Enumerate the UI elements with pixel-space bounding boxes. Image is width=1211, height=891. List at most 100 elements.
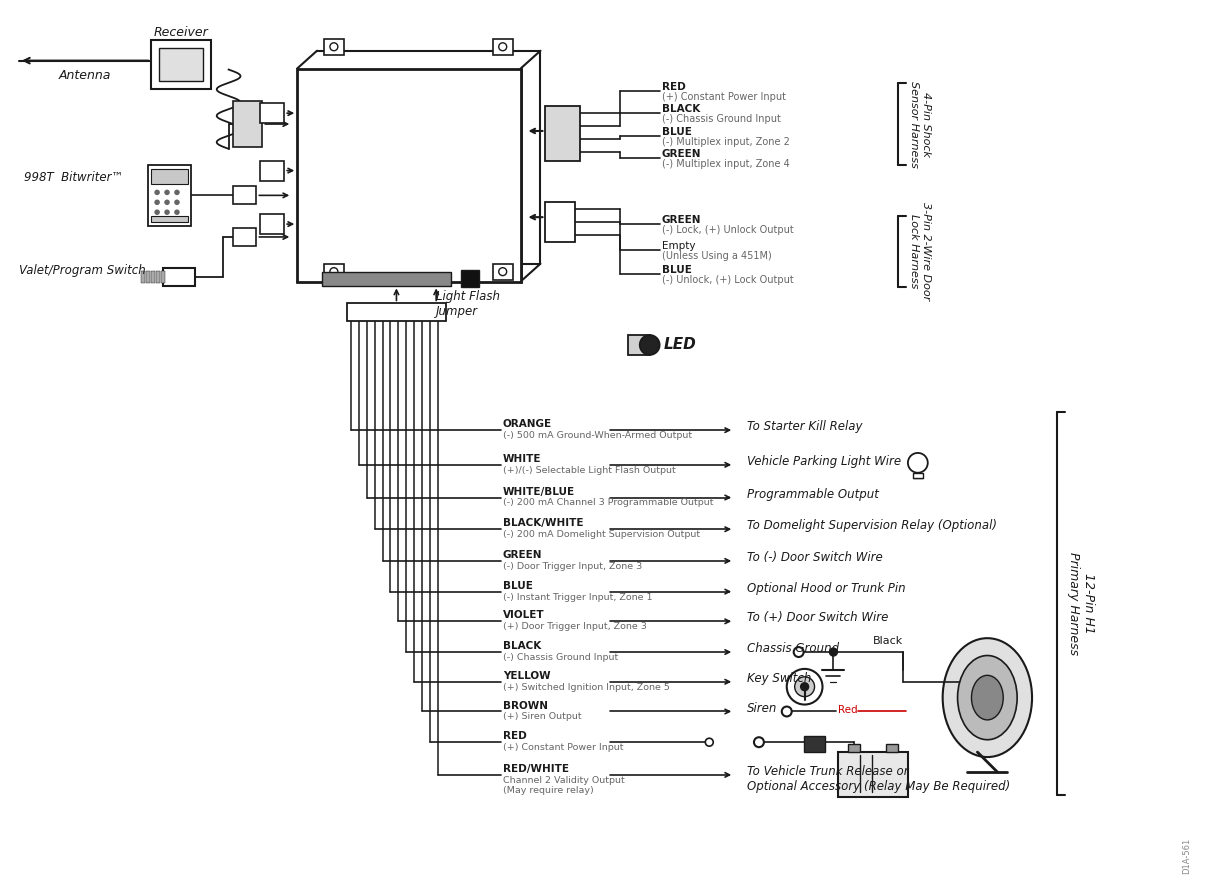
Bar [545,202,575,242]
Circle shape [782,707,792,716]
Bar [151,168,188,184]
Text: Chassis Ground: Chassis Ground [747,642,839,655]
Circle shape [165,209,170,215]
Text: WHITE/BLUE: WHITE/BLUE [503,486,575,496]
Text: 998T  Bitwriter™: 998T Bitwriter™ [24,170,124,184]
Text: BLUE: BLUE [661,265,691,274]
Circle shape [329,267,338,275]
Bar [838,752,908,797]
Text: (+) Siren Output: (+) Siren Output [503,713,581,722]
Bar [325,39,344,54]
Bar [260,214,285,234]
Text: To (-) Door Switch Wire: To (-) Door Switch Wire [747,551,883,564]
Bar [142,271,145,282]
Text: Channel 2 Validity Output
(May require relay): Channel 2 Validity Output (May require r… [503,776,625,796]
Bar [159,48,202,81]
Bar [849,744,860,752]
Text: Vehicle Parking Light Wire: Vehicle Parking Light Wire [747,455,901,468]
Ellipse shape [971,675,1003,720]
Text: BLACK: BLACK [503,642,541,651]
Bar [260,160,285,181]
Bar [545,106,580,160]
Circle shape [154,190,160,195]
Bar [346,303,446,321]
Text: (+) Switched Ignition Input, Zone 5: (+) Switched Ignition Input, Zone 5 [503,683,670,691]
Text: (Unless Using a 451M): (Unless Using a 451M) [661,251,771,261]
Text: To (+) Door Switch Wire: To (+) Door Switch Wire [747,611,889,625]
Text: (+) Constant Power Input: (+) Constant Power Input [503,743,624,752]
Text: D1A-561: D1A-561 [1182,838,1190,874]
Circle shape [830,648,837,656]
Circle shape [499,267,506,275]
Text: ORANGE: ORANGE [503,420,552,429]
Text: GREEN: GREEN [661,215,701,225]
Circle shape [174,200,179,205]
Bar [886,744,899,752]
Text: WHITE: WHITE [503,454,541,464]
Text: GREEN: GREEN [503,550,543,560]
Bar [151,271,155,282]
Circle shape [174,190,179,195]
Text: Key Switch: Key Switch [747,672,811,685]
Text: (-) Unlock, (+) Lock Output: (-) Unlock, (+) Lock Output [661,274,793,284]
Circle shape [754,737,764,748]
Text: (-) 200 mA Domelight Supervision Output: (-) 200 mA Domelight Supervision Output [503,530,700,539]
Text: YELLOW: YELLOW [503,671,550,681]
Bar [163,267,195,285]
Text: RED: RED [503,732,527,741]
Text: To Vehicle Trunk Release or
Optional Accessory (Relay May Be Required): To Vehicle Trunk Release or Optional Acc… [747,765,1010,793]
Text: RED/WHITE: RED/WHITE [503,764,569,774]
Text: RED: RED [661,83,685,93]
Circle shape [165,190,170,195]
Text: Receiver: Receiver [154,26,208,39]
Text: (-) Multiplex input, Zone 2: (-) Multiplex input, Zone 2 [661,137,790,147]
Bar [161,271,165,282]
Circle shape [154,200,160,205]
Circle shape [639,335,660,355]
Text: To Starter Kill Relay: To Starter Kill Relay [747,421,862,433]
Text: Programmable Output: Programmable Output [747,487,879,501]
Bar [233,228,257,246]
Text: (-) Multiplex input, Zone 4: (-) Multiplex input, Zone 4 [661,159,790,168]
Ellipse shape [942,638,1032,757]
Text: Empty: Empty [661,241,695,251]
Bar [260,103,285,123]
Text: BLACK: BLACK [661,104,700,114]
Text: (+)/(-) Selectable Light Flash Output: (+)/(-) Selectable Light Flash Output [503,466,676,475]
Text: VIOLET: VIOLET [503,610,544,620]
Circle shape [794,677,815,697]
Circle shape [499,43,506,51]
Text: 4-Pin Shock
Sensor Harness: 4-Pin Shock Sensor Harness [909,80,930,168]
Bar [913,473,923,478]
Bar [233,186,257,204]
Text: (-) Door Trigger Input, Zone 3: (-) Door Trigger Input, Zone 3 [503,562,642,571]
Text: Siren: Siren [747,701,777,715]
Text: (-) Chassis Ground Input: (-) Chassis Ground Input [503,653,618,662]
Text: (-) Lock, (+) Unlock Output: (-) Lock, (+) Unlock Output [661,225,793,235]
Text: Valet/Program Switch: Valet/Program Switch [19,264,145,277]
Bar [493,39,512,54]
Bar [325,264,344,280]
Circle shape [174,209,179,215]
Text: BLUE: BLUE [661,127,691,137]
Text: 12-Pin H1
Primary Harness: 12-Pin H1 Primary Harness [1067,552,1095,655]
Text: BROWN: BROWN [503,700,547,711]
Text: (+) Door Trigger Input, Zone 3: (+) Door Trigger Input, Zone 3 [503,622,647,632]
Bar [322,272,450,285]
Circle shape [165,200,170,205]
Circle shape [800,683,809,691]
Text: Antenna: Antenna [59,69,111,82]
Bar [461,270,478,288]
Text: (-) 500 mA Ground-When-Armed Output: (-) 500 mA Ground-When-Armed Output [503,431,691,440]
Bar [627,335,649,355]
Text: BLUE: BLUE [503,581,533,591]
Text: Red: Red [838,705,859,715]
Circle shape [908,453,928,473]
Text: Light Flash
Jumper: Light Flash Jumper [436,290,500,318]
Text: 3-Pin 2-Wire Door
Lock Harness: 3-Pin 2-Wire Door Lock Harness [909,201,930,300]
Bar [156,271,160,282]
Bar [151,217,188,222]
Bar [297,69,521,282]
Text: GREEN: GREEN [661,149,701,159]
Ellipse shape [958,656,1017,740]
